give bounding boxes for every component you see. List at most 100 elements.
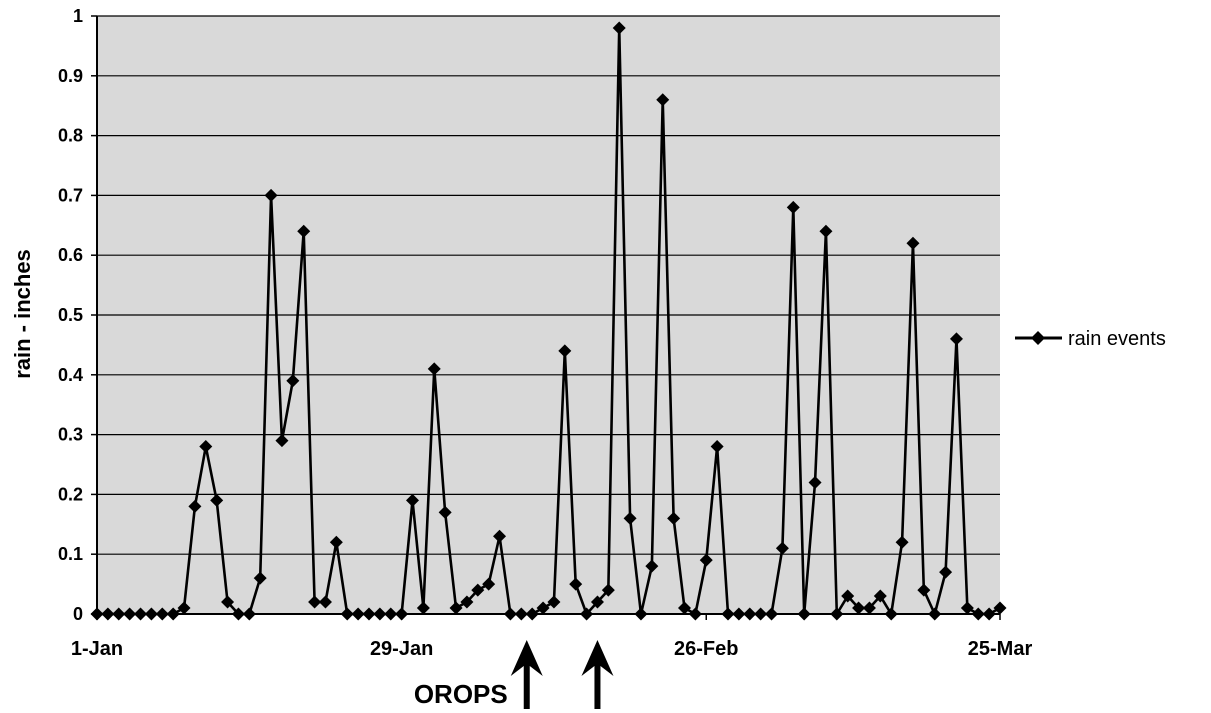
data-point: [221, 595, 235, 609]
data-point: [939, 565, 953, 579]
data-point: [656, 93, 670, 107]
data-point: [590, 595, 604, 609]
data-point: [862, 601, 876, 615]
data-point: [362, 607, 376, 621]
y-tick-labels: 0 0.1 0.2 0.3 0.4 0.5 0.6 0.7 0.8 0.9 1: [58, 6, 83, 624]
y-tick-label: 0.8: [58, 126, 83, 146]
data-point: [177, 601, 191, 615]
data-point: [144, 607, 158, 621]
data-point: [819, 224, 833, 238]
orops-annotation: OROPS: [414, 640, 614, 709]
legend-label-rain-events: rain events: [1068, 328, 1166, 350]
data-point: [395, 607, 409, 621]
y-tick-label: 0: [73, 604, 83, 624]
data-point: [286, 374, 300, 388]
data-point: [471, 583, 485, 597]
data-point: [971, 607, 985, 621]
data-point: [993, 601, 1007, 615]
data-point: [928, 607, 942, 621]
data-point: [166, 607, 180, 621]
y-tick-label: 1: [73, 6, 83, 26]
up-arrow-icon: [510, 640, 543, 709]
data-point: [449, 601, 463, 615]
data-point: [351, 607, 365, 621]
data-point: [710, 440, 724, 454]
data-point: [210, 493, 224, 507]
data-point: [786, 200, 800, 214]
x-tick-labels: 1-Jan 29-Jan 26-Feb 25-Mar: [71, 614, 1032, 660]
data-point: [558, 344, 572, 358]
data-point: [525, 607, 539, 621]
data-point: [960, 601, 974, 615]
data-point: [765, 607, 779, 621]
data-point: [536, 601, 550, 615]
data-point: [427, 362, 441, 376]
data-point: [775, 541, 789, 555]
y-tick-label: 0.2: [58, 484, 83, 504]
data-point: [612, 21, 626, 35]
data-point: [90, 607, 104, 621]
data-point: [264, 188, 278, 202]
data-point: [123, 607, 137, 621]
data-point: [721, 607, 735, 621]
data-point: [667, 511, 681, 525]
y-tick-label: 0.3: [58, 425, 83, 445]
up-arrow-icon: [581, 640, 614, 709]
x-tick-label: 26-Feb: [674, 638, 738, 660]
data-point: [438, 505, 452, 519]
data-point: [101, 607, 115, 621]
data-point: [569, 577, 583, 591]
data-point: [623, 511, 637, 525]
data-point: [493, 529, 507, 543]
data-point: [514, 607, 528, 621]
data-point: [841, 589, 855, 603]
data-point: [297, 224, 311, 238]
legend: rain events: [1015, 328, 1166, 350]
data-point: [949, 332, 963, 346]
data-point: [917, 583, 931, 597]
data-point: [406, 493, 420, 507]
data-point: [242, 607, 256, 621]
data-point: [634, 607, 648, 621]
data-point: [906, 236, 920, 250]
y-tick-label: 0.1: [58, 544, 83, 564]
data-point: [982, 607, 996, 621]
data-point: [155, 607, 169, 621]
y-tick-label: 0.4: [58, 365, 83, 385]
data-point: [416, 601, 430, 615]
y-tick-label: 0.7: [58, 185, 83, 205]
data-point: [852, 601, 866, 615]
data-point: [460, 595, 474, 609]
data-point: [699, 553, 713, 567]
data-point: [688, 607, 702, 621]
data-point: [384, 607, 398, 621]
data-point: [134, 607, 148, 621]
x-tick-label: 1-Jan: [71, 638, 123, 660]
data-point: [797, 607, 811, 621]
data-point: [275, 434, 289, 448]
data-point: [253, 571, 267, 585]
data-point: [547, 595, 561, 609]
data-point: [329, 535, 343, 549]
data-point: [580, 607, 594, 621]
x-tick-label: 29-Jan: [370, 638, 433, 660]
y-axis-label: rain - inches: [10, 249, 35, 379]
data-point: [732, 607, 746, 621]
series-rain-events: [90, 21, 1007, 621]
data-point: [808, 475, 822, 489]
data-point: [754, 607, 768, 621]
data-point: [318, 595, 332, 609]
data-point: [199, 440, 213, 454]
data-point: [112, 607, 126, 621]
data-point: [884, 607, 898, 621]
data-point: [601, 583, 615, 597]
legend-diamond-marker: [1031, 331, 1045, 345]
y-tick-label: 0.9: [58, 66, 83, 86]
data-point: [645, 559, 659, 573]
data-point: [895, 535, 909, 549]
orops-label: OROPS: [414, 679, 508, 709]
data-point: [373, 607, 387, 621]
data-point: [873, 589, 887, 603]
data-point: [830, 607, 844, 621]
